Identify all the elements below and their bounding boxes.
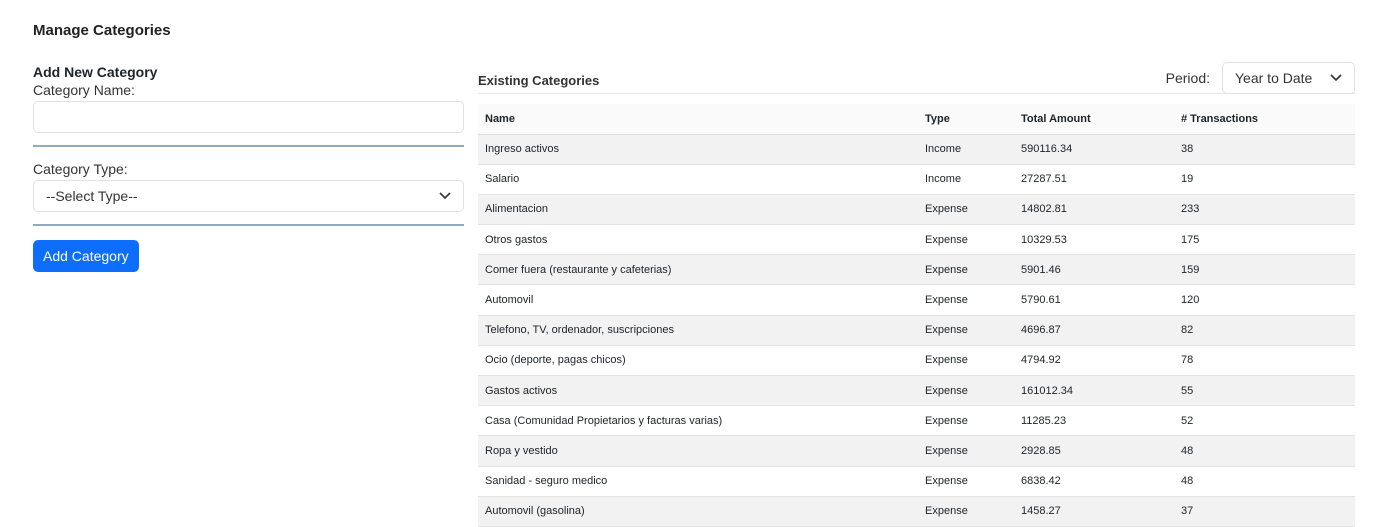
- table-row[interactable]: Ingreso activos Income 590116.34 38: [478, 134, 1355, 165]
- cell-name: Ingreso activos: [478, 134, 918, 165]
- page-title: Manage Categories: [33, 22, 171, 39]
- cell-type: Expense: [918, 405, 1014, 437]
- table-row[interactable]: Automovil (gasolina) Expense 1458.27 37: [478, 496, 1355, 527]
- categories-table: Name Type Total Amount # Transactions In…: [478, 104, 1355, 527]
- cell-transactions: 38: [1174, 134, 1355, 165]
- cell-name: Salario: [478, 164, 918, 195]
- cell-total-amount: 27287.51: [1014, 164, 1174, 195]
- cell-total-amount: 14802.81: [1014, 194, 1174, 226]
- category-type-label: Category Type:: [33, 161, 128, 177]
- cell-total-amount: 161012.34: [1014, 375, 1174, 407]
- divider: [33, 145, 464, 147]
- table-row[interactable]: Sanidad - seguro medico Expense 6838.42 48: [478, 466, 1355, 497]
- category-type-value: --Select Type--: [46, 188, 138, 204]
- add-category-form: Add New Category Category Name: Category…: [33, 64, 464, 272]
- cell-transactions: 37: [1174, 496, 1355, 527]
- cell-transactions: 82: [1174, 315, 1355, 346]
- cell-transactions: 48: [1174, 435, 1355, 467]
- cell-total-amount: 11285.23: [1014, 405, 1174, 437]
- divider: [33, 224, 464, 226]
- cell-transactions: 55: [1174, 375, 1355, 407]
- column-header-total-amount[interactable]: Total Amount: [1014, 104, 1174, 135]
- cell-transactions: 78: [1174, 345, 1355, 377]
- table-row[interactable]: Comer fuera (restaurante y cafeterias) Ex…: [478, 254, 1355, 286]
- table-row[interactable]: Salario Income 27287.51 19: [478, 164, 1355, 195]
- cell-type: Expense: [918, 375, 1014, 407]
- chevron-down-icon: [1330, 73, 1342, 81]
- cell-name: Comer fuera (restaurante y cafeterias): [478, 254, 918, 286]
- table-row[interactable]: Gastos activos Expense 161012.34 55: [478, 375, 1355, 407]
- cell-total-amount: 4794.92: [1014, 345, 1174, 377]
- cell-total-amount: 2928.85: [1014, 435, 1174, 467]
- cell-name: Gastos activos: [478, 375, 918, 407]
- cell-transactions: 48: [1174, 466, 1355, 497]
- cell-name: Automovil: [478, 284, 918, 316]
- table-row[interactable]: Automovil Expense 5790.61 120: [478, 284, 1355, 316]
- cell-transactions: 159: [1174, 254, 1355, 286]
- cell-type: Income: [918, 164, 1014, 195]
- cell-total-amount: 6838.42: [1014, 466, 1174, 497]
- cell-transactions: 19: [1174, 164, 1355, 195]
- cell-name: Alimentacion: [478, 194, 918, 226]
- table-row[interactable]: Casa (Comunidad Propietarios y facturas …: [478, 405, 1355, 437]
- cell-total-amount: 4696.87: [1014, 315, 1174, 346]
- category-name-label: Category Name:: [33, 82, 135, 98]
- cell-type: Expense: [918, 194, 1014, 226]
- cell-total-amount: 10329.53: [1014, 224, 1174, 256]
- cell-name: Telefono, TV, ordenador, suscripciones: [478, 315, 918, 346]
- cell-transactions: 175: [1174, 224, 1355, 256]
- column-header-transactions[interactable]: # Transactions: [1174, 104, 1355, 135]
- cell-total-amount: 5901.46: [1014, 254, 1174, 286]
- period-label: Period:: [1165, 69, 1210, 86]
- period-value: Year to Date: [1235, 69, 1313, 86]
- cell-total-amount: 5790.61: [1014, 284, 1174, 316]
- cell-type: Expense: [918, 224, 1014, 256]
- period-select[interactable]: Year to Date: [1222, 61, 1355, 94]
- cell-total-amount: 1458.27: [1014, 496, 1174, 527]
- cell-transactions: 52: [1174, 405, 1355, 437]
- existing-categories: Existing Categories Period: Year to Date…: [478, 61, 1355, 527]
- cell-type: Expense: [918, 345, 1014, 377]
- cell-name: Ropa y vestido: [478, 435, 918, 467]
- table-row[interactable]: Alimentacion Expense 14802.81 233: [478, 194, 1355, 226]
- cell-name: Automovil (gasolina): [478, 496, 918, 527]
- cell-name: Casa (Comunidad Propietarios y facturas …: [478, 405, 918, 437]
- category-name-input[interactable]: [33, 101, 464, 133]
- cell-name: Otros gastos: [478, 224, 918, 256]
- add-category-button[interactable]: Add Category: [33, 240, 139, 272]
- table-row[interactable]: Otros gastos Expense 10329.53 175: [478, 224, 1355, 256]
- table-row[interactable]: Ropa y vestido Expense 2928.85 48: [478, 435, 1355, 467]
- cell-total-amount: 590116.34: [1014, 134, 1174, 165]
- table-row[interactable]: Ocio (deporte, pagas chicos) Expense 4794.…: [478, 345, 1355, 377]
- cell-type: Expense: [918, 315, 1014, 346]
- column-header-name[interactable]: Name: [478, 104, 918, 135]
- cell-transactions: 233: [1174, 194, 1355, 226]
- form-heading: Add New Category: [33, 64, 158, 80]
- category-type-select[interactable]: --Select Type--: [33, 180, 464, 212]
- cell-type: Expense: [918, 496, 1014, 527]
- cell-type: Expense: [918, 284, 1014, 316]
- cell-transactions: 120: [1174, 284, 1355, 316]
- cell-name: Sanidad - seguro medico: [478, 466, 918, 497]
- cell-type: Expense: [918, 254, 1014, 286]
- chevron-down-icon: [439, 192, 451, 200]
- cell-name: Ocio (deporte, pagas chicos): [478, 345, 918, 377]
- cell-type: Income: [918, 134, 1014, 165]
- cell-type: Expense: [918, 466, 1014, 497]
- cell-type: Expense: [918, 435, 1014, 467]
- column-header-type[interactable]: Type: [918, 104, 1014, 135]
- list-heading: Existing Categories: [478, 73, 600, 88]
- table-row[interactable]: Telefono, TV, ordenador, suscripciones Ex…: [478, 315, 1355, 346]
